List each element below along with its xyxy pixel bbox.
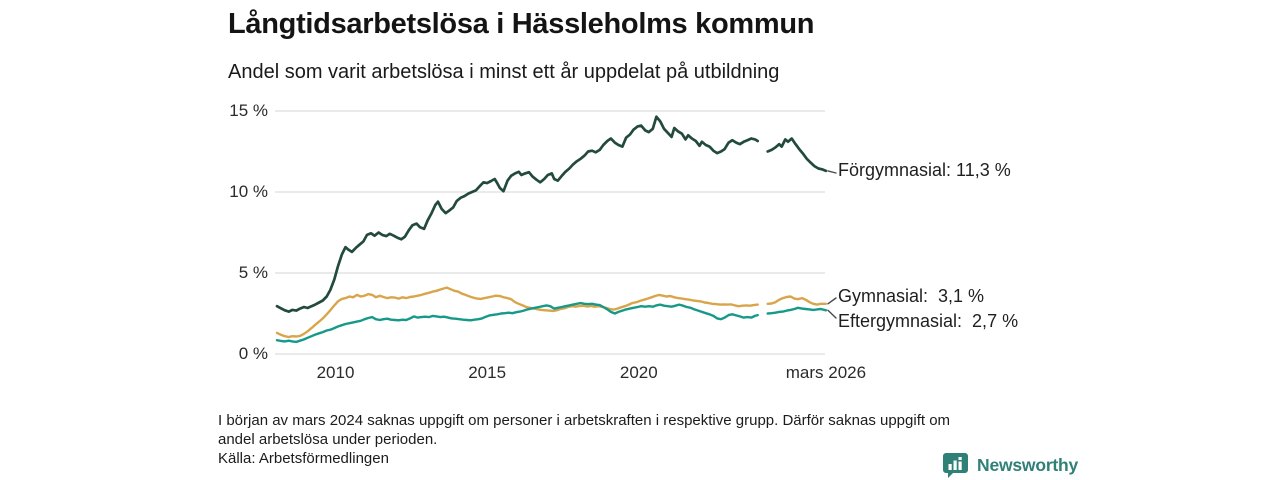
x-axis-tick-label: 2010 bbox=[316, 363, 355, 382]
bar-chart-speech-bubble-icon bbox=[943, 453, 968, 478]
x-axis-tick-label: 2015 bbox=[468, 363, 507, 382]
series-label-forgymnasial: Förgymnasial: 11,3 % bbox=[838, 160, 1011, 180]
x-axis-tick-label: mars 2026 bbox=[785, 363, 867, 382]
footnote-line-1: I början av mars 2024 saknas uppgift om … bbox=[218, 412, 951, 429]
footnote-line-2: andel arbetslösa under perioden. bbox=[218, 431, 438, 448]
newsworthy-branding: Newsworthy bbox=[942, 452, 1078, 479]
newsworthy-wordmark: Newsworthy bbox=[977, 455, 1079, 475]
series-label-eftergymnasial: Eftergymnasial: 2,7 % bbox=[838, 311, 1019, 331]
footnote: I början av mars 2024 saknas uppgift om … bbox=[218, 411, 950, 449]
page-title: Långtidsarbetslösa i Hässleholms kommun bbox=[228, 8, 815, 40]
y-axis-tick-label: 5 % bbox=[238, 263, 268, 282]
series-label-gymnasial: Gymnasial: 3,1 % bbox=[838, 286, 985, 306]
source-note: Källa: Arbetsförmedlingen bbox=[218, 450, 389, 467]
x-axis-tick-label: 2020 bbox=[619, 363, 658, 382]
y-axis-tick-label: 10 % bbox=[229, 182, 268, 201]
y-axis-tick-label: 15 % bbox=[229, 101, 268, 120]
page-subtitle: Andel som varit arbetslösa i minst ett å… bbox=[228, 61, 780, 83]
y-axis-tick-label: 0 % bbox=[238, 344, 268, 363]
